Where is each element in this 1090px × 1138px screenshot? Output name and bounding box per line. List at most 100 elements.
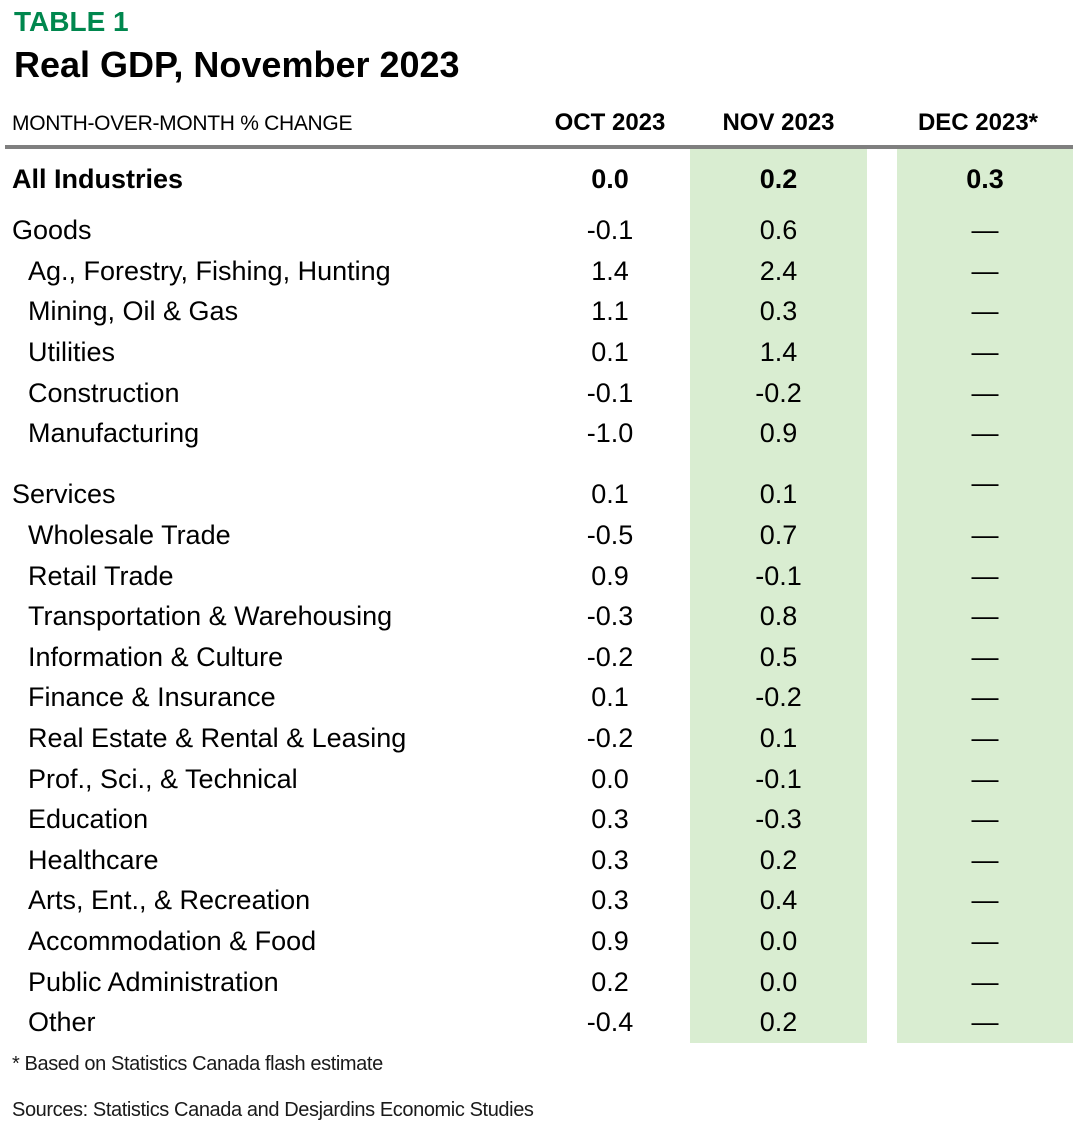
row-value-dec: — <box>971 215 999 246</box>
page-title: Real GDP, November 2023 <box>14 44 460 85</box>
row-label: Education <box>28 804 149 835</box>
row-value-nov: 0.2 <box>759 1007 798 1038</box>
row-value-dec: — <box>971 804 999 835</box>
row-value-nov: -0.2 <box>755 377 802 408</box>
row-value-oct: 0.1 <box>591 682 629 713</box>
table-row: Wholesale Trade -0.5 0.7 — <box>0 515 1090 556</box>
sources: Sources: Statistics Canada and Desjardin… <box>12 1099 534 1121</box>
row-value-oct: 0.9 <box>591 925 629 956</box>
row-value-oct: 0.0 <box>591 763 629 794</box>
row-value-oct: -1.0 <box>586 418 634 449</box>
table-row: Other -0.4 0.2 — <box>0 1002 1090 1043</box>
row-value-dec: — <box>971 520 999 551</box>
unit-label: MONTH-OVER-MONTH % CHANGE <box>12 112 353 135</box>
row-value-dec: 0.3 <box>966 164 1004 195</box>
table-row: Mining, Oil & Gas 1.1 0.3 — <box>0 292 1090 333</box>
row-value-oct: 0.3 <box>591 885 629 916</box>
row-value-nov: 0.0 <box>759 925 798 956</box>
row-value-oct: 0.3 <box>591 804 629 835</box>
row-label: Arts, Ent., & Recreation <box>28 885 311 916</box>
row-label: Manufacturing <box>28 418 200 449</box>
footnote: * Based on Statistics Canada flash estim… <box>12 1053 383 1075</box>
highlight-band-dec <box>897 149 1073 1043</box>
table-row: Goods -0.1 0.6 — <box>0 211 1090 252</box>
row-label: Goods <box>12 215 92 246</box>
table-row: Utilities 0.1 1.4 — <box>0 332 1090 373</box>
row-value-oct: -0.4 <box>586 1007 634 1038</box>
table-row: Prof., Sci., & Technical 0.0 -0.1 — <box>0 759 1090 800</box>
row-value-dec: — <box>971 601 999 632</box>
row-value-oct: -0.3 <box>586 601 634 632</box>
row-label: All Industries <box>12 164 184 195</box>
row-value-oct: 1.4 <box>591 255 629 286</box>
row-value-oct: 0.9 <box>591 560 629 591</box>
row-value-dec: — <box>971 844 999 875</box>
column-header-nov: NOV 2023 <box>722 109 835 136</box>
row-value-dec: — <box>971 560 999 591</box>
row-value-dec: — <box>971 377 999 408</box>
row-value-oct: 0.1 <box>591 337 629 368</box>
table-row: Education 0.3 -0.3 — <box>0 799 1090 840</box>
row-label: Mining, Oil & Gas <box>28 296 239 327</box>
row-value-nov: 0.1 <box>759 479 798 510</box>
row-label: Ag., Forestry, Fishing, Hunting <box>28 255 391 286</box>
row-value-nov: 0.5 <box>759 641 798 672</box>
row-value-oct: 0.2 <box>591 966 629 997</box>
row-value-dec: — <box>971 296 999 327</box>
row-value-dec: — <box>971 255 999 286</box>
row-label: Services <box>12 479 116 510</box>
row-value-nov: -0.1 <box>755 560 802 591</box>
row-label: Other <box>28 1007 96 1038</box>
row-value-oct: 0.0 <box>591 164 629 195</box>
table-row: Finance & Insurance 0.1 -0.2 — <box>0 678 1090 719</box>
column-header-dec: DEC 2023* <box>917 109 1039 136</box>
row-label: Transportation & Warehousing <box>28 601 393 632</box>
table-row: All Industries 0.0 0.2 0.3 <box>0 149 1090 211</box>
header-rule <box>5 145 1073 149</box>
row-value-dec: — <box>971 1007 999 1038</box>
row-label: Prof., Sci., & Technical <box>28 763 298 794</box>
row-value-nov: 0.8 <box>759 601 798 632</box>
row-value-nov: -0.1 <box>755 763 802 794</box>
row-value-dec: — <box>971 418 999 449</box>
row-value-nov: 0.0 <box>759 966 798 997</box>
row-value-nov: 0.4 <box>759 885 798 916</box>
table-row: Public Administration 0.2 0.0 — <box>0 962 1090 1003</box>
row-value-nov: 0.2 <box>759 164 798 195</box>
row-value-oct: -0.1 <box>586 215 634 246</box>
table-row: Real Estate & Rental & Leasing -0.2 0.1 — <box>0 718 1090 759</box>
table-row: Ag., Forestry, Fishing, Hunting 1.4 2.4 — <box>0 251 1090 292</box>
table-number-tag: TABLE 1 <box>14 6 129 37</box>
row-label: Finance & Insurance <box>28 682 276 713</box>
row-value-oct: 1.1 <box>591 296 629 327</box>
row-value-nov: 0.1 <box>759 723 798 754</box>
row-value-dec: — <box>971 925 999 956</box>
row-label: Wholesale Trade <box>28 520 231 551</box>
row-value-dec: — <box>971 723 999 754</box>
row-value-oct: -0.2 <box>586 641 634 672</box>
row-value-nov: -0.2 <box>755 682 802 713</box>
row-value-nov: 2.4 <box>759 255 798 286</box>
row-label: Public Administration <box>28 966 279 997</box>
row-label: Utilities <box>28 337 116 368</box>
table-row: Healthcare 0.3 0.2 — <box>0 840 1090 881</box>
row-value-oct: -0.5 <box>586 520 634 551</box>
row-value-nov: 1.4 <box>759 337 798 368</box>
row-value-oct: 0.3 <box>591 844 629 875</box>
row-value-nov: -0.3 <box>755 804 802 835</box>
row-value-oct: -0.1 <box>586 377 634 408</box>
row-value-dec: — <box>971 337 999 368</box>
column-header-oct: OCT 2023 <box>554 109 666 136</box>
highlight-band-nov <box>690 149 867 1043</box>
row-value-nov: 0.3 <box>759 296 798 327</box>
row-value-dec: — <box>971 966 999 997</box>
row-label: Real Estate & Rental & Leasing <box>28 723 407 754</box>
row-value-nov: 0.6 <box>759 215 798 246</box>
row-value-dec: — <box>971 468 999 499</box>
table-row: Information & Culture -0.2 0.5 — <box>0 637 1090 678</box>
row-value-nov: 0.2 <box>759 844 798 875</box>
table-body: All Industries 0.0 0.2 0.3 Goods -0.1 0.6— Ag.,… <box>0 149 1090 1043</box>
row-label: Retail Trade <box>28 560 174 591</box>
table-row: Retail Trade 0.9 -0.1 — <box>0 556 1090 597</box>
